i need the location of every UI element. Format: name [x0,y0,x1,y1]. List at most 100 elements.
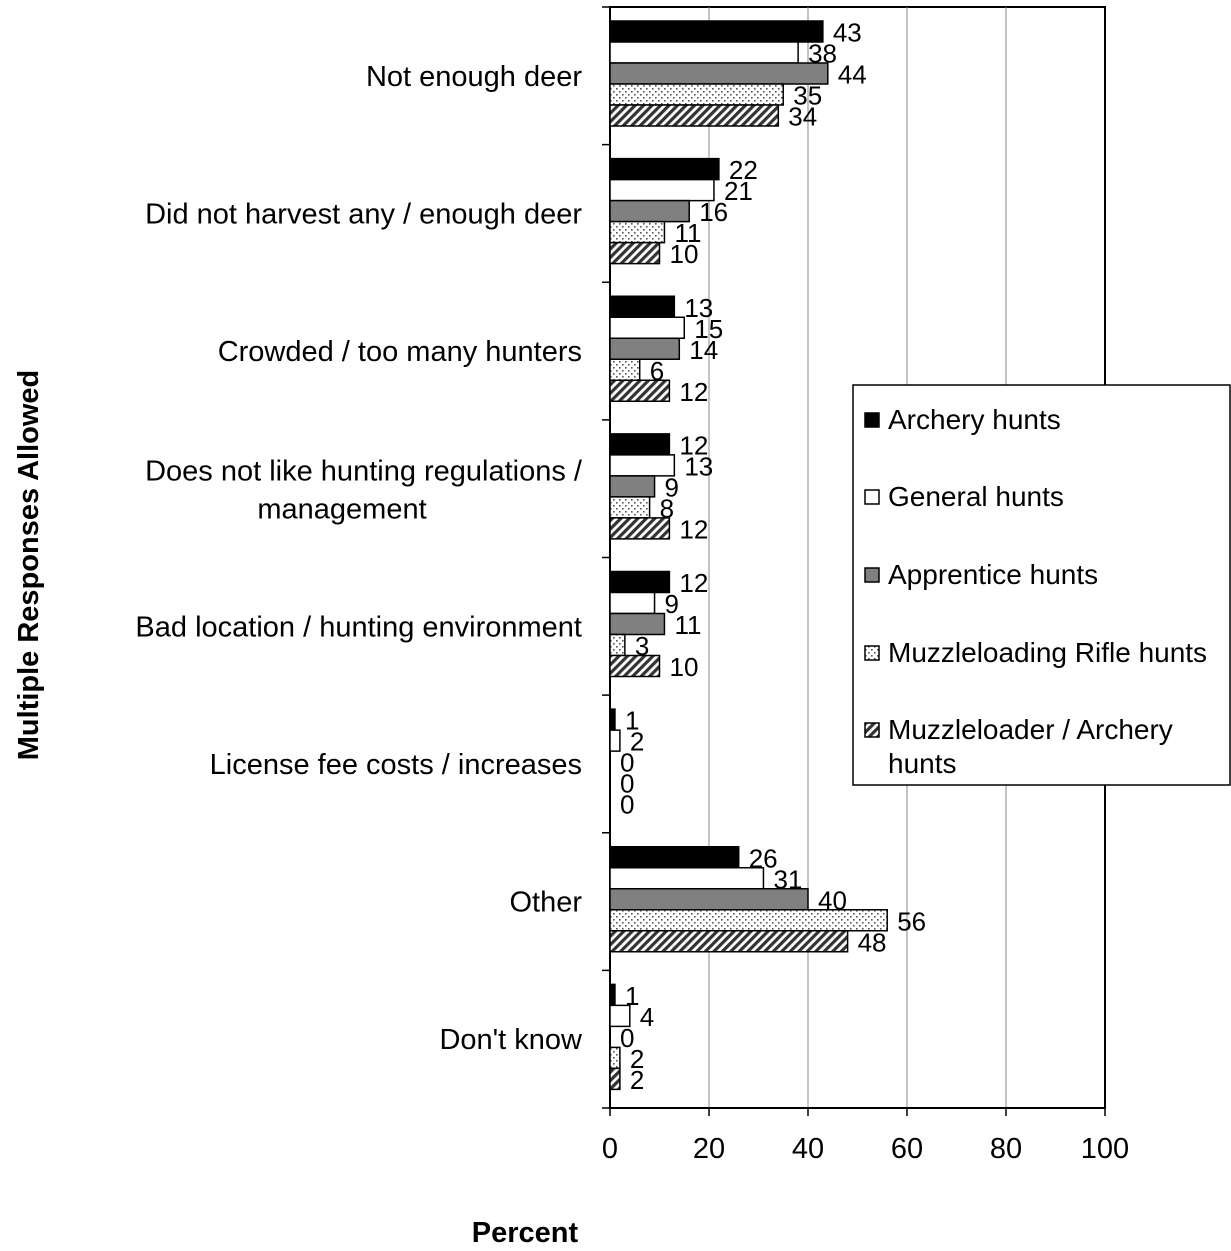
data-label: 6 [650,356,664,386]
x-axis-title: Percent [472,1217,579,1249]
legend-swatch [864,645,880,661]
data-label: 1 [625,981,639,1011]
category-label: Don't know [439,1024,583,1056]
data-label: 11 [674,218,701,248]
bar [609,729,621,752]
legend-swatch [864,567,880,583]
bar [609,1046,621,1070]
data-label: 10 [670,652,699,682]
data-label: 0 [620,748,634,778]
bar [609,1004,631,1028]
bar [609,496,651,519]
data-label: 56 [897,906,926,936]
legend-entry: Muzzleloader / Archery [888,714,1173,745]
bar [609,708,616,731]
bar [609,846,740,869]
data-label: 13 [684,451,713,481]
data-label: 0 [620,1023,634,1053]
bar [609,20,824,43]
bar [609,654,661,678]
data-labels: 4322131212126138211513923144416149110400… [620,18,926,1095]
data-label: 12 [679,568,708,598]
data-label: 40 [818,885,847,915]
x-tick-label: 60 [891,1133,923,1165]
data-label: 15 [694,314,723,344]
data-label: 44 [838,60,867,90]
bar [609,104,780,127]
x-tick-label: 20 [693,1133,725,1165]
x-tick-label: 80 [990,1133,1022,1165]
bar [609,612,666,636]
data-label: 10 [670,239,699,269]
data-label: 2 [630,1044,644,1074]
bar [609,358,641,381]
legend-box [852,384,1231,786]
category-label: Crowded / too many hunters [218,336,582,368]
bar [609,633,626,657]
legend-swatch [864,722,880,738]
category-label: Bad location / hunting environment [135,611,582,643]
data-label: 13 [684,293,713,323]
bar [609,930,849,953]
bar [609,41,799,64]
bar [609,591,656,615]
data-label: 43 [833,18,862,48]
legend-entry: General hunts [888,481,1064,512]
data-label: 12 [679,514,708,544]
data-label: 2 [630,1065,644,1095]
x-tick-label: 40 [792,1133,824,1165]
bar [609,295,676,318]
data-label: 8 [660,493,674,523]
data-label: 0 [620,769,634,799]
category-label: Not enough deer [366,61,582,93]
data-label: 35 [793,81,822,111]
category-label: Does not like hunting regulations / [145,456,583,488]
data-label: 11 [674,610,701,640]
category-label: Did not harvest any / enough deer [145,198,582,230]
data-label: 0 [620,790,634,820]
bar [609,475,656,498]
data-label: 26 [749,843,778,873]
category-label: License fee costs / increases [210,749,582,781]
category-label-line2: management [257,494,426,526]
data-label: 16 [699,197,728,227]
x-tick-label: 100 [1081,1133,1129,1165]
legend-entry: hunts [888,748,957,779]
legend-swatch [864,412,880,428]
x-tick-label: 0 [602,1133,618,1165]
data-label: 4 [640,1002,654,1032]
category-label: Other [509,887,582,919]
bar [609,337,681,360]
bar [609,517,671,540]
data-label: 12 [679,430,708,460]
data-label: 34 [788,102,817,132]
bar [609,1067,621,1091]
data-label: 1 [625,706,639,736]
bar [609,983,616,1007]
y-axis-title: Multiple Responses Allowed [13,370,45,760]
data-label: 9 [665,472,679,502]
data-label: 31 [773,864,802,894]
legend-entry: Apprentice hunts [888,559,1098,590]
data-label: 22 [729,155,758,185]
bar [609,316,685,339]
data-label: 9 [665,589,679,619]
bar [609,83,784,106]
bar [609,570,671,594]
category-labels: Not enough deer Did not harvest any / eno… [135,61,583,1056]
data-label: 38 [808,39,837,69]
legend-swatch [864,489,880,505]
bar [609,241,661,265]
bars [609,20,888,1091]
data-label: 2 [630,727,644,757]
data-label: 3 [635,631,649,661]
bar [609,220,666,244]
legend-entry: Muzzleloading Rifle hunts [888,637,1207,668]
bar [609,157,720,181]
bar [609,867,765,890]
bar [609,433,671,456]
data-label: 21 [724,176,753,206]
legend-entry: Archery hunts [888,404,1061,435]
data-label: 14 [689,335,718,365]
